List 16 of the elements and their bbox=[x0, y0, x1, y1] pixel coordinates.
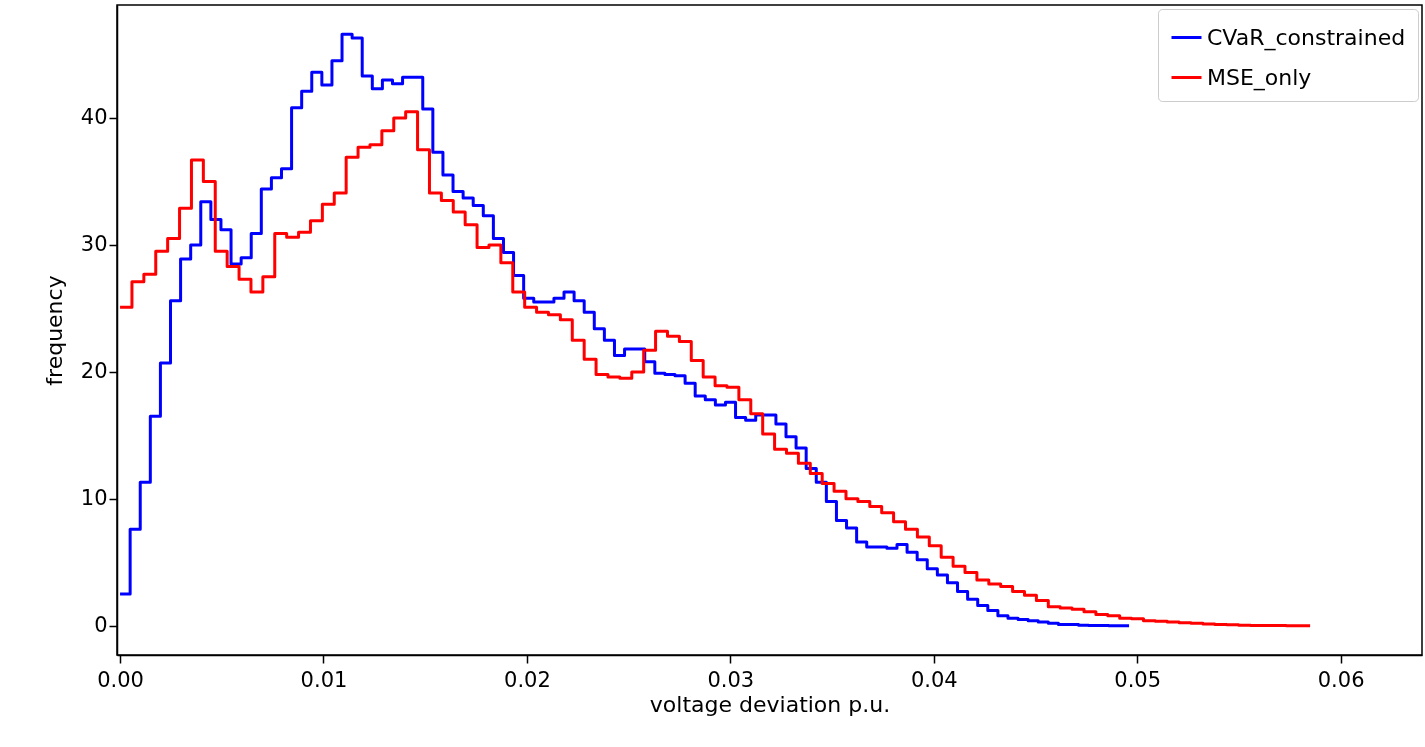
x-tick-label: 0.06 bbox=[1317, 667, 1365, 692]
y-tick-label: 40 bbox=[80, 105, 108, 130]
y-tick-label: 20 bbox=[80, 359, 108, 384]
y-tick-label: 30 bbox=[80, 232, 108, 257]
x-tick-label: 0.02 bbox=[504, 667, 551, 692]
x-tick-label: 0.04 bbox=[910, 667, 958, 692]
y-axis-title: frequency bbox=[41, 275, 67, 386]
x-axis-title: voltage deviation p.u. bbox=[649, 691, 891, 717]
y-tick-label: 10 bbox=[80, 486, 108, 511]
x-tick-label: 0.00 bbox=[97, 667, 144, 692]
y-tick-label: 0 bbox=[94, 613, 108, 638]
x-tick-label: 0.03 bbox=[707, 667, 755, 692]
x-tick-label: 0.01 bbox=[300, 667, 348, 692]
legend-label: MSE_only bbox=[1207, 64, 1312, 91]
x-tick-label: 0.05 bbox=[1114, 667, 1162, 692]
legend-label: CVaR_constrained bbox=[1207, 24, 1406, 51]
